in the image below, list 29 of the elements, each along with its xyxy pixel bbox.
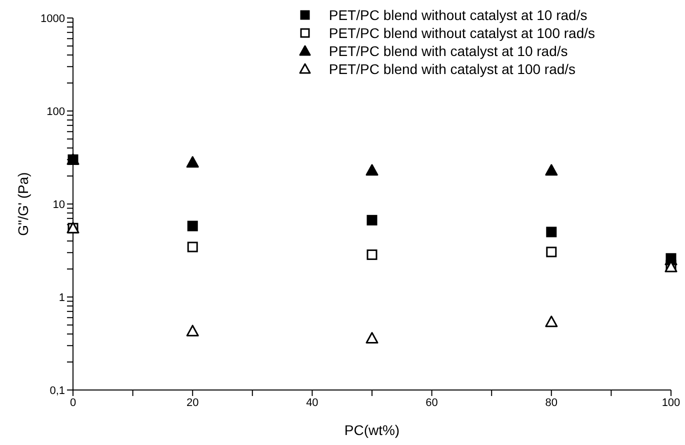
- point: [186, 324, 199, 336]
- legend-label: PET/PC blend with catalyst at 100 rad/s: [328, 61, 576, 77]
- y-tick-label: 100: [46, 106, 65, 118]
- point: [366, 249, 378, 260]
- point: [545, 164, 558, 176]
- legend-label: PET/PC blend without catalyst at 100 rad/s: [328, 25, 595, 41]
- x-tick-label: 40: [306, 396, 318, 409]
- legend-label: PET/PC blend with catalyst at 10 rad/s: [328, 43, 568, 59]
- point: [546, 226, 557, 238]
- y-tick-label: 10: [52, 198, 65, 211]
- y-tick-label: 1: [58, 292, 65, 304]
- x-axis-title: PC(wt%): [344, 422, 400, 438]
- legend-label: PET/PC blend without catalyst at 10 rad/s: [328, 7, 588, 23]
- y-tick-label: 0,1: [50, 384, 65, 397]
- point: [366, 332, 378, 344]
- point: [366, 164, 378, 176]
- point: [366, 214, 378, 226]
- point: [546, 246, 557, 258]
- y-axis-title: G"/G' (Pa): [14, 172, 31, 236]
- x-tick-label: 100: [662, 396, 680, 409]
- x-tick-label: 0: [70, 396, 76, 409]
- x-tick-label: 60: [426, 396, 438, 409]
- y-tick-label: 1000: [40, 12, 65, 25]
- point: [187, 242, 198, 252]
- x-tick-label: 20: [186, 396, 199, 409]
- point: [545, 316, 558, 328]
- x-tick-label: 80: [545, 396, 558, 409]
- point: [187, 220, 198, 232]
- point: [186, 156, 199, 168]
